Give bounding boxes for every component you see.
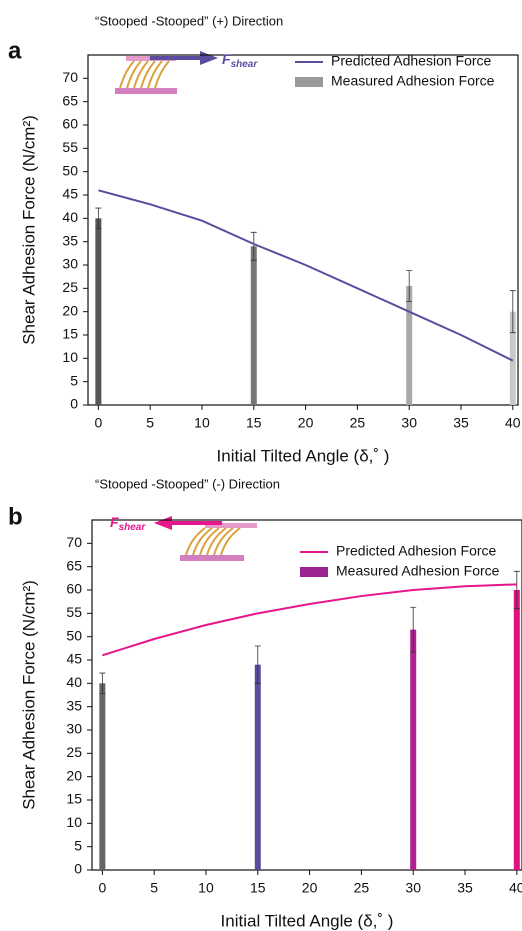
y-tick-label: 50 bbox=[62, 162, 78, 178]
x-tick-label: 20 bbox=[302, 880, 318, 896]
legend-label: Measured Adhesion Force bbox=[331, 73, 495, 89]
force-symbol: F bbox=[222, 51, 231, 67]
plot-frame bbox=[87, 54, 519, 406]
force-label: Fshear bbox=[110, 514, 146, 533]
bar bbox=[406, 286, 413, 405]
force-symbol: F bbox=[110, 514, 119, 530]
y-tick-label: 40 bbox=[66, 674, 82, 690]
y-tick-label: 25 bbox=[62, 279, 78, 295]
x-tick-label: 5 bbox=[146, 415, 154, 431]
inset-a bbox=[115, 51, 218, 94]
force-subscript: shear bbox=[231, 59, 259, 70]
y-axis-title: Shear Adhesion Force (N/cm²) bbox=[19, 115, 38, 345]
y-tick-label: 35 bbox=[62, 232, 78, 248]
bar bbox=[513, 590, 520, 870]
error-bar bbox=[406, 270, 413, 302]
x-tick-label: 40 bbox=[505, 415, 521, 431]
bar bbox=[509, 311, 516, 405]
y-tick-label: 0 bbox=[70, 396, 78, 412]
error-bar bbox=[509, 290, 516, 334]
force-label: Fshear bbox=[222, 51, 258, 70]
x-tick-label: 25 bbox=[350, 415, 366, 431]
legend-swatch bbox=[300, 567, 328, 577]
y-tick-label: 20 bbox=[62, 302, 78, 318]
x-tick-label: 25 bbox=[354, 880, 370, 896]
chart-title: “Stooped -Stooped” (-) Direction bbox=[95, 476, 280, 491]
x-tick-label: 35 bbox=[457, 880, 473, 896]
x-tick-label: 0 bbox=[98, 880, 106, 896]
force-subscript: shear bbox=[119, 522, 147, 533]
x-tick-label: 15 bbox=[250, 880, 266, 896]
y-tick-label: 30 bbox=[66, 721, 82, 737]
error-bar bbox=[99, 672, 106, 694]
y-tick-label: 65 bbox=[62, 92, 78, 108]
bar bbox=[95, 218, 102, 405]
x-axis-title: Initial Tilted Angle (δ,˚ ) bbox=[221, 911, 394, 930]
bar bbox=[410, 629, 417, 870]
y-tick-label: 65 bbox=[66, 557, 82, 573]
inset-b bbox=[154, 516, 257, 561]
panel-label: b bbox=[8, 503, 23, 530]
legend-label: Measured Adhesion Force bbox=[336, 563, 500, 579]
x-tick-label: 35 bbox=[453, 415, 469, 431]
y-tick-label: 50 bbox=[66, 627, 82, 643]
y-tick-label: 0 bbox=[74, 861, 82, 877]
y-tick-label: 55 bbox=[62, 139, 78, 155]
bar bbox=[254, 664, 261, 870]
y-tick-label: 10 bbox=[62, 349, 78, 365]
y-tick-label: 30 bbox=[62, 256, 78, 272]
y-tick-label: 70 bbox=[62, 69, 78, 85]
plot-frame bbox=[91, 519, 522, 871]
x-tick-label: 10 bbox=[198, 880, 214, 896]
y-tick-label: 5 bbox=[74, 837, 82, 853]
error-bar bbox=[95, 207, 102, 229]
y-tick-label: 45 bbox=[66, 651, 82, 667]
x-tick-label: 20 bbox=[298, 415, 314, 431]
y-tick-label: 60 bbox=[62, 116, 78, 132]
y-tick-label: 60 bbox=[66, 581, 82, 597]
y-tick-label: 15 bbox=[62, 326, 78, 342]
y-tick-label: 15 bbox=[66, 791, 82, 807]
legend-swatch bbox=[295, 77, 323, 87]
error-bar bbox=[513, 570, 520, 610]
legend-label: Predicted Adhesion Force bbox=[331, 53, 492, 69]
y-tick-label: 55 bbox=[66, 604, 82, 620]
panel-label: a bbox=[8, 37, 22, 64]
x-tick-label: 40 bbox=[509, 880, 522, 896]
predicted-line bbox=[102, 583, 517, 657]
bar bbox=[99, 683, 106, 870]
y-tick-label: 25 bbox=[66, 744, 82, 760]
legend-label: Predicted Adhesion Force bbox=[336, 543, 497, 559]
bar bbox=[250, 246, 257, 405]
error-bar bbox=[254, 645, 261, 684]
y-tick-label: 35 bbox=[66, 697, 82, 713]
x-tick-label: 5 bbox=[150, 880, 158, 896]
x-tick-label: 30 bbox=[401, 415, 417, 431]
error-bar bbox=[250, 231, 257, 261]
y-tick-label: 10 bbox=[66, 814, 82, 830]
y-tick-label: 20 bbox=[66, 767, 82, 783]
x-tick-label: 10 bbox=[194, 415, 210, 431]
x-tick-label: 15 bbox=[246, 415, 262, 431]
predicted-line bbox=[98, 189, 514, 362]
y-tick-label: 45 bbox=[62, 186, 78, 202]
y-tick-label: 40 bbox=[62, 209, 78, 225]
x-tick-label: 0 bbox=[94, 415, 102, 431]
y-tick-label: 70 bbox=[66, 534, 82, 550]
chart-title: “Stooped -Stooped” (+) Direction bbox=[95, 13, 283, 28]
y-axis-title: Shear Adhesion Force (N/cm²) bbox=[19, 580, 38, 810]
x-tick-label: 30 bbox=[405, 880, 421, 896]
x-axis-title: Initial Tilted Angle (δ,˚ ) bbox=[217, 446, 390, 465]
error-bar bbox=[410, 606, 417, 653]
y-tick-label: 5 bbox=[70, 372, 78, 388]
